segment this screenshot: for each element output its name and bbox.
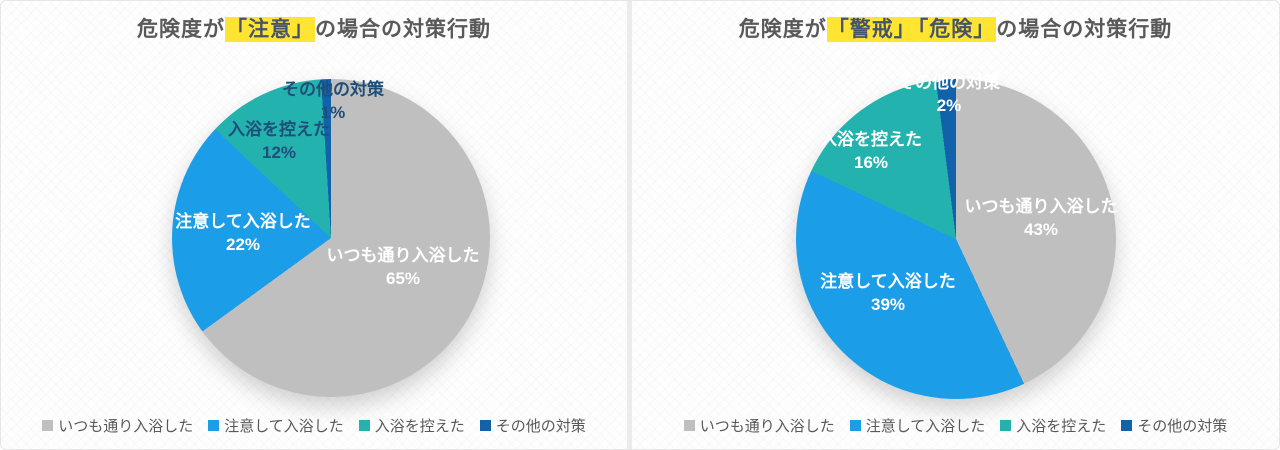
data-label-value: 43%	[1023, 220, 1059, 239]
legend-swatch-blue	[208, 420, 220, 431]
legend-item: いつも通り入浴した	[42, 415, 193, 436]
data-label-refrained-bathing: 入浴を控えた 16%	[820, 128, 922, 174]
data-label-bathed-as-usual: いつも通り入浴した 43%	[965, 195, 1118, 241]
data-label-category: 注意して入浴した	[820, 272, 956, 291]
legend-item: 注意して入浴した	[849, 415, 986, 436]
data-label-category: 入浴を控えた	[820, 130, 922, 149]
data-label-category: 入浴を控えた	[228, 120, 330, 139]
chart-panel-alert-danger: 危険度が「警戒」「危険」の場合の対策行動 その他の対策 2% 入浴を控えた 16…	[632, 1, 1279, 449]
data-label-bathed-as-usual: いつも通り入浴した 65%	[327, 244, 480, 290]
title-text: 危険度が	[137, 18, 225, 41]
legend-item: 注意して入浴した	[208, 415, 344, 436]
legend-alert-danger: いつも通り入浴した 注意して入浴した 入浴を控えた その他の対策	[632, 415, 1279, 436]
chart-title-caution: 危険度が「注意」の場合の対策行動	[1, 1, 627, 43]
title-text: の場合の対策行動	[996, 18, 1173, 41]
legend-label: 入浴を控えた	[1016, 418, 1107, 435]
legend-item: その他の対策	[479, 415, 586, 436]
legend-swatch-navy	[479, 420, 491, 431]
data-label-value: 2%	[936, 96, 962, 115]
legend-label: 入浴を控えた	[374, 418, 465, 435]
chart-panel-caution: 危険度が「注意」の場合の対策行動 その他の対策 1% 入浴を控えた 12% 注意…	[1, 1, 627, 449]
legend-swatch-navy	[1121, 420, 1133, 431]
legend-label: いつも通り入浴した	[699, 418, 835, 435]
pie-chart-caution	[172, 79, 490, 397]
legend-swatch-teal	[358, 420, 370, 431]
data-label-category: 注意して入浴した	[175, 212, 311, 231]
data-label-value: 22%	[225, 235, 261, 254]
legend-label: 注意して入浴した	[865, 418, 986, 435]
panel-divider	[627, 1, 632, 449]
title-text: 危険度が	[738, 18, 827, 41]
data-label-value: 1%	[320, 103, 346, 122]
legend-item: その他の対策	[1121, 415, 1227, 436]
legend-item: 入浴を控えた	[1000, 415, 1106, 436]
data-label-refrained-bathing: 入浴を控えた 12%	[228, 118, 330, 164]
legend-item: いつも通り入浴した	[683, 415, 835, 436]
data-label-value: 16%	[853, 153, 889, 172]
title-highlight-danger: 「危険」	[916, 17, 997, 42]
legend-swatch-teal	[1000, 420, 1012, 431]
data-label-category: その他の対策	[898, 73, 1000, 92]
data-label-bathed-carefully: 注意して入浴した 39%	[820, 270, 956, 316]
legend-label: その他の対策	[495, 418, 586, 435]
title-highlight-alert: 「警戒」	[826, 17, 917, 42]
legend-label: いつも通り入浴した	[58, 418, 194, 435]
legend-swatch-gray	[42, 420, 54, 431]
data-label-value: 39%	[870, 295, 906, 314]
data-label-bathed-carefully: 注意して入浴した 22%	[175, 210, 311, 256]
chart-title-alert-danger: 危険度が「警戒」「危険」の場合の対策行動	[632, 1, 1279, 43]
data-label-category: その他の対策	[282, 80, 384, 99]
data-label-category: いつも通り入浴した	[326, 246, 480, 265]
data-label-value: 65%	[385, 269, 421, 288]
legend-swatch-blue	[849, 420, 861, 431]
legend-label: 注意して入浴した	[224, 418, 344, 435]
legend-swatch-gray	[683, 420, 695, 431]
legend-caution: いつも通り入浴した 注意して入浴した 入浴を控えた その他の対策	[1, 415, 627, 436]
title-highlight-caution: 「注意」	[225, 17, 315, 42]
pie-chart-alert-danger	[796, 79, 1116, 399]
data-label-other-measures: その他の対策 1%	[282, 78, 384, 124]
title-text: の場合の対策行動	[315, 18, 491, 41]
legend-item: 入浴を控えた	[358, 415, 465, 436]
data-label-value: 12%	[261, 143, 297, 162]
data-label-other-measures: その他の対策 2%	[898, 71, 1000, 117]
legend-label: その他の対策	[1137, 418, 1228, 435]
data-label-category: いつも通り入浴した	[964, 197, 1118, 216]
